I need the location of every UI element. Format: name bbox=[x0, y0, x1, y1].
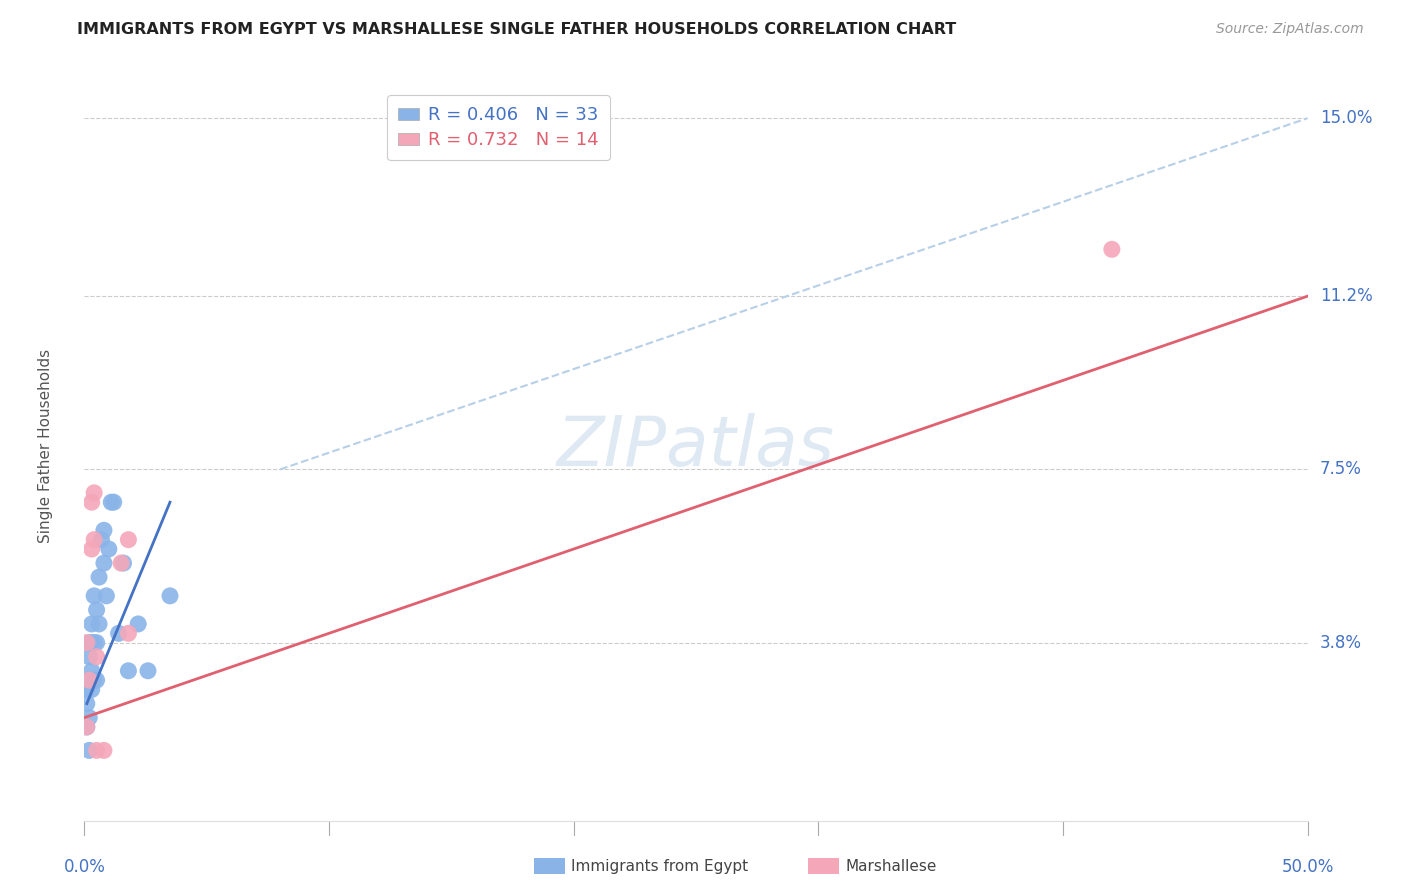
Point bbox=[86, 673, 108, 688]
Point bbox=[77, 743, 100, 757]
Point bbox=[83, 589, 105, 603]
Point bbox=[117, 533, 139, 547]
Point bbox=[80, 664, 103, 678]
Point bbox=[86, 635, 108, 649]
Text: Marshallese: Marshallese bbox=[845, 859, 936, 873]
Text: ZIPatlas: ZIPatlas bbox=[557, 412, 835, 480]
Point bbox=[86, 603, 108, 617]
Point bbox=[1101, 242, 1123, 257]
Point bbox=[103, 495, 125, 509]
Point bbox=[86, 743, 108, 757]
Point bbox=[76, 635, 98, 649]
Text: Source: ZipAtlas.com: Source: ZipAtlas.com bbox=[1216, 22, 1364, 37]
Point bbox=[80, 617, 103, 632]
Point bbox=[93, 556, 115, 570]
Point bbox=[93, 523, 115, 537]
Point bbox=[117, 664, 139, 678]
Text: IMMIGRANTS FROM EGYPT VS MARSHALLESE SINGLE FATHER HOUSEHOLDS CORRELATION CHART: IMMIGRANTS FROM EGYPT VS MARSHALLESE SIN… bbox=[77, 22, 956, 37]
Point bbox=[76, 682, 98, 697]
Point bbox=[76, 697, 98, 711]
Point bbox=[76, 720, 98, 734]
Text: 11.2%: 11.2% bbox=[1320, 287, 1372, 305]
Point bbox=[87, 617, 110, 632]
Point bbox=[97, 541, 120, 557]
Point bbox=[86, 649, 108, 664]
Point bbox=[83, 673, 105, 688]
Point bbox=[80, 682, 103, 697]
Text: 15.0%: 15.0% bbox=[1320, 109, 1372, 128]
Point bbox=[76, 720, 98, 734]
Text: 7.5%: 7.5% bbox=[1320, 460, 1361, 478]
Text: Single Father Households: Single Father Households bbox=[38, 349, 52, 543]
Point bbox=[83, 635, 105, 649]
Point bbox=[83, 533, 105, 547]
Point bbox=[100, 495, 122, 509]
Point bbox=[93, 743, 115, 757]
Point bbox=[77, 673, 100, 688]
Point bbox=[77, 673, 100, 688]
Point bbox=[107, 626, 129, 640]
Point bbox=[117, 626, 139, 640]
Legend: R = 0.406   N = 33, R = 0.732   N = 14: R = 0.406 N = 33, R = 0.732 N = 14 bbox=[387, 95, 610, 161]
Point bbox=[77, 649, 100, 664]
Point bbox=[90, 533, 112, 547]
Point bbox=[77, 710, 100, 724]
Point bbox=[80, 541, 103, 557]
Text: 0.0%: 0.0% bbox=[63, 858, 105, 876]
Point bbox=[80, 635, 103, 649]
Point bbox=[136, 664, 159, 678]
Text: Immigrants from Egypt: Immigrants from Egypt bbox=[571, 859, 748, 873]
Point bbox=[80, 495, 103, 509]
Point bbox=[159, 589, 181, 603]
Text: 50.0%: 50.0% bbox=[1281, 858, 1334, 876]
Text: 3.8%: 3.8% bbox=[1320, 633, 1362, 652]
Point bbox=[83, 485, 105, 500]
Point bbox=[112, 556, 135, 570]
Point bbox=[127, 617, 149, 632]
Point bbox=[77, 635, 100, 649]
Point bbox=[87, 570, 110, 584]
Point bbox=[96, 589, 118, 603]
Point bbox=[110, 556, 132, 570]
